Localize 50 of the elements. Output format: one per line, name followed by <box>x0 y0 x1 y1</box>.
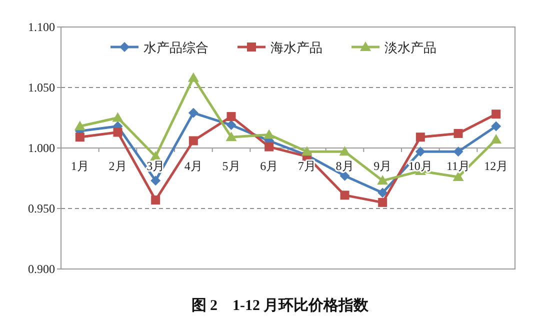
point <box>340 170 350 181</box>
point <box>75 132 84 142</box>
x-tick-label: 9月 <box>374 159 392 173</box>
point <box>264 129 275 139</box>
legend-label: 海水产品 <box>270 41 322 56</box>
x-tick-label: 10月 <box>408 159 432 173</box>
point <box>490 134 502 144</box>
x-tick-label: 5月 <box>222 159 240 173</box>
point <box>339 146 350 156</box>
point <box>415 146 426 157</box>
point <box>226 112 236 122</box>
y-tick-label: 1.000 <box>28 141 55 155</box>
point <box>188 108 198 118</box>
point <box>226 120 236 130</box>
x-tick-label: 8月 <box>336 159 354 173</box>
point <box>188 136 198 146</box>
point <box>454 128 463 138</box>
point <box>491 121 502 132</box>
x-tick-label: 2月 <box>108 159 127 173</box>
point <box>150 176 161 186</box>
point <box>340 190 350 200</box>
x-tick-label: 6月 <box>260 159 278 173</box>
point <box>301 146 312 156</box>
point <box>453 146 464 157</box>
point <box>74 120 86 130</box>
point <box>378 188 388 198</box>
y-tick-label: 1.100 <box>28 20 55 34</box>
x-tick-label: 7月 <box>298 159 316 173</box>
point <box>452 172 464 182</box>
point <box>226 132 237 142</box>
point <box>492 110 501 119</box>
point <box>188 72 199 82</box>
y-tick-label: 0.900 <box>28 262 55 276</box>
y-tick-label: 0.950 <box>28 202 55 216</box>
point <box>112 112 124 122</box>
point <box>113 128 122 137</box>
legend-label: 淡水产品 <box>384 41 436 56</box>
x-tick-label: 11月 <box>446 159 470 173</box>
point <box>416 132 425 142</box>
point <box>377 175 388 185</box>
x-tick-label: 4月 <box>184 159 202 173</box>
point <box>378 198 388 207</box>
y-tick-label: 1.050 <box>28 80 55 94</box>
point <box>151 196 160 205</box>
legend-label: 水产品综合 <box>144 41 208 56</box>
x-tick-label: 1月 <box>70 159 89 173</box>
text: 图 2 1-12 月环比价格指数 <box>191 297 370 314</box>
x-tick-label: 3月 <box>146 159 165 173</box>
point <box>264 142 274 152</box>
x-tick-label: 12月 <box>484 159 508 173</box>
